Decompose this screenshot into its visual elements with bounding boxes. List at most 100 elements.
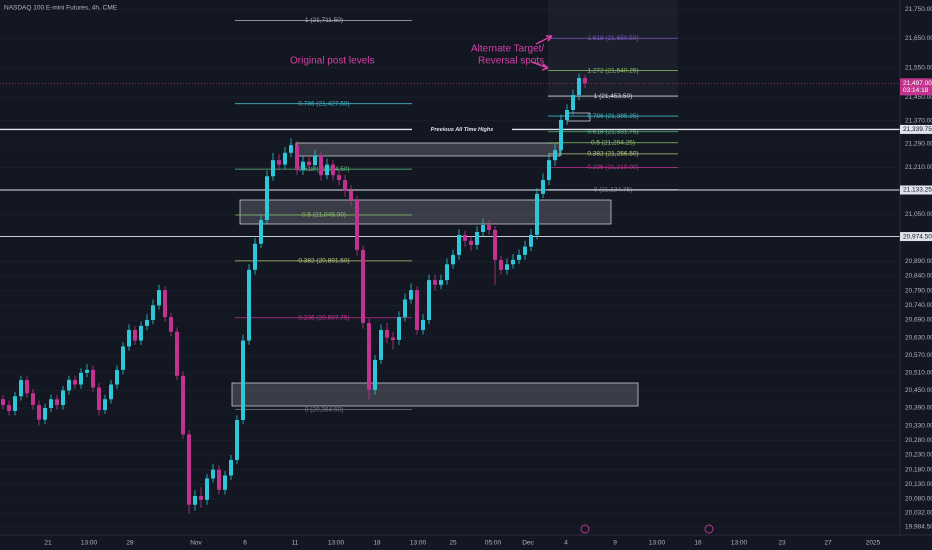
candle-body — [145, 320, 149, 326]
candle-body — [25, 380, 29, 394]
candle-body — [301, 161, 305, 171]
last-price-tag — [900, 78, 932, 96]
candle-body — [265, 176, 269, 220]
candle-body — [577, 78, 581, 96]
x-tick-label: 25 — [449, 540, 457, 547]
fib-label: 0.382 (21,256.50) — [587, 151, 638, 158]
candle-body — [433, 280, 437, 285]
x-tick-label: 21 — [44, 540, 52, 547]
fib-label: 0.618 (21,204.50) — [298, 166, 349, 173]
y-tick-label: 21,750.00 — [905, 6, 932, 13]
candle-body — [517, 254, 521, 260]
candle-body — [325, 164, 329, 176]
fib-label: 0.236 (20,697.75) — [298, 314, 349, 321]
fib-label: 0.382 (20,891.50) — [298, 258, 349, 265]
candle-body — [199, 495, 203, 500]
candle-body — [13, 396, 17, 411]
y-tick-label: 20,032.00 — [905, 510, 932, 517]
y-tick-label: 20,330.00 — [905, 422, 932, 429]
x-tick-label: 28 — [126, 540, 134, 547]
last-price-label: 21,497.00 — [903, 80, 932, 87]
candle-body — [283, 152, 287, 165]
candle-body — [247, 269, 251, 341]
y-tick-label: 20,690.00 — [905, 317, 932, 324]
y-tick-label: 20,180.00 — [905, 466, 932, 473]
chart-title: NASDAQ 100 E-mini Futures, 4h, CME — [4, 5, 118, 12]
x-tick-label: 16 — [694, 540, 702, 547]
x-tick-label: 27 — [824, 540, 832, 547]
candle-body — [523, 246, 527, 255]
candle-body — [475, 232, 479, 245]
candle-body — [547, 160, 551, 181]
candle-body — [469, 240, 473, 245]
y-tick-label: 20,280.00 — [905, 437, 932, 444]
price-tag — [900, 124, 932, 134]
price-tag — [900, 232, 932, 242]
candle-body — [415, 290, 419, 330]
x-tick-label: 13:00 — [328, 540, 345, 547]
candle-body — [451, 254, 455, 265]
candle-body — [271, 160, 275, 177]
candle-body — [457, 234, 461, 255]
candle-body — [7, 405, 11, 411]
x-tick-label: 23 — [778, 540, 786, 547]
candle-body — [565, 109, 569, 120]
candle-body — [307, 161, 311, 166]
candle-body — [499, 259, 503, 270]
x-tick-label: 9 — [613, 540, 617, 547]
y-tick-label: 21,550.00 — [905, 64, 932, 71]
event-icon[interactable] — [580, 524, 590, 534]
candle-body — [289, 145, 293, 153]
candle-body — [73, 379, 77, 385]
candle-body — [163, 290, 167, 318]
candle-body — [571, 95, 575, 110]
candle-body — [253, 243, 257, 270]
candles — [1, 73, 587, 514]
price-tag-label: 21,133.25 — [903, 187, 932, 194]
candle-body — [175, 331, 179, 376]
y-tick-label: 20,450.00 — [905, 387, 932, 394]
candle-body — [241, 340, 245, 421]
annotation: Reversal spots — [478, 56, 544, 67]
candle-body — [529, 234, 533, 247]
fib-label: 0 (20,384.50) — [305, 406, 344, 413]
candle-body — [19, 380, 23, 397]
candle-body — [121, 346, 125, 370]
y-tick-label: 20,570.00 — [905, 352, 932, 359]
candle-body — [361, 249, 365, 323]
candle-body — [439, 280, 443, 285]
candle-body — [583, 78, 587, 84]
y-tick-label: 20,890.00 — [905, 258, 932, 265]
candle-body — [337, 175, 341, 181]
price-tag-label: 21,339.75 — [903, 126, 932, 133]
candle-body — [55, 399, 59, 406]
candle-body — [133, 329, 137, 341]
candle-body — [373, 359, 377, 390]
candle-body — [235, 420, 239, 460]
candle-body — [91, 369, 95, 388]
candle-body — [379, 329, 383, 360]
fib-label: 1 (21,711.50) — [305, 17, 343, 24]
x-tick-label: Nov — [190, 540, 202, 547]
arrow — [535, 35, 553, 45]
candle-body — [541, 180, 545, 194]
candle-body — [205, 478, 209, 500]
x-tick-label: 05:00 — [485, 540, 502, 547]
x-tick-label: Dec — [522, 540, 534, 547]
candle-body — [193, 495, 197, 505]
candle-body — [139, 325, 143, 341]
event-icon[interactable] — [704, 524, 714, 534]
x-tick-label: 13:00 — [410, 540, 427, 547]
price-tag — [900, 185, 932, 195]
fib-label: 1.272 (21,540.25) — [587, 67, 638, 74]
candle-body — [85, 369, 89, 373]
zone-box — [231, 382, 639, 407]
fib-label: 0.5 (21,294.25) — [591, 139, 635, 146]
fib-label: 0.618 (21,331.75) — [587, 128, 638, 135]
hline-note: Previous All Time Highs — [431, 127, 494, 133]
candle-body — [505, 264, 509, 270]
candle-body — [313, 155, 317, 166]
fib-label: 0.236 (21,210.00) — [587, 164, 638, 171]
